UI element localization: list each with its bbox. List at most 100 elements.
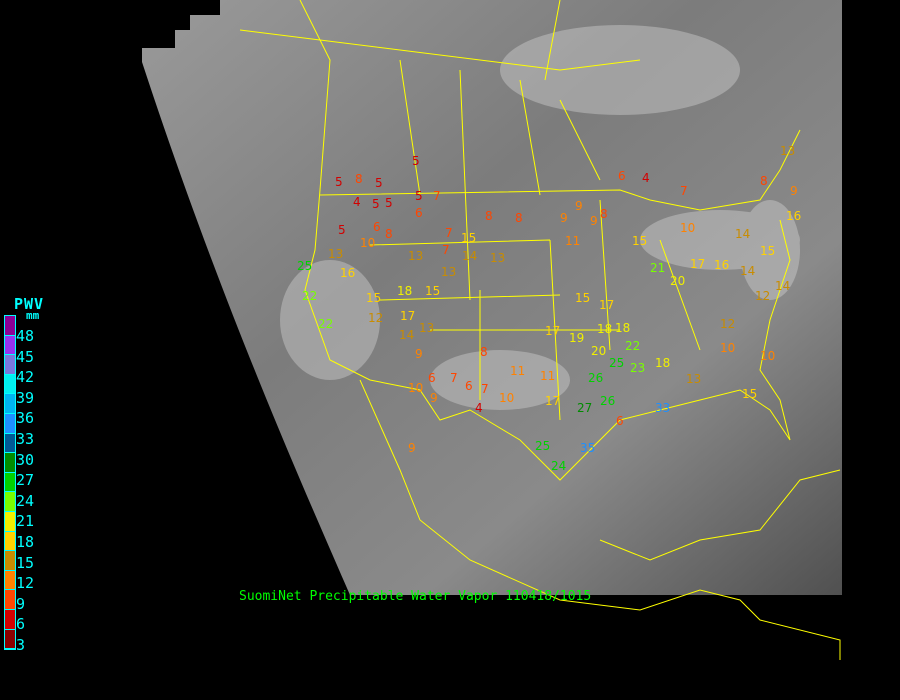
station-pwv-value: 22: [318, 317, 333, 331]
station-pwv-value: 13: [441, 265, 456, 279]
legend-color-bar: [4, 315, 16, 651]
station-pwv-value: 9: [590, 214, 598, 228]
station-pwv-value: 15: [425, 284, 440, 298]
legend-swatch: [5, 551, 15, 571]
station-pwv-value: 15: [366, 291, 381, 305]
station-pwv-value: 16: [786, 209, 801, 223]
station-pwv-value: 17: [545, 394, 560, 408]
legend-swatch: [5, 609, 15, 630]
station-pwv-value: 5: [372, 197, 380, 211]
station-pwv-value: 12: [755, 289, 770, 303]
station-pwv-value: 8: [480, 345, 488, 359]
station-pwv-value: 7: [445, 226, 453, 240]
station-pwv-value: 9: [415, 347, 423, 361]
station-pwv-value: 7: [433, 189, 441, 203]
legend-label: 48: [16, 327, 35, 345]
station-pwv-value: 25: [297, 259, 312, 273]
station-pwv-value: 35: [580, 441, 595, 455]
station-pwv-value: 14: [775, 279, 790, 293]
station-pwv-value: 9: [408, 441, 416, 455]
legend-swatch: [5, 511, 15, 532]
legend-swatch: [5, 413, 15, 434]
station-pwv-value: 17: [599, 298, 614, 312]
station-pwv-value: 13: [490, 251, 505, 265]
political-boundaries: [239, 0, 841, 660]
station-pwv-value: 5: [375, 176, 383, 190]
legend-swatch: [5, 590, 15, 610]
station-pwv-value: 27: [577, 401, 592, 415]
station-pwv-value: 15: [575, 291, 590, 305]
station-pwv-value: 10: [408, 381, 423, 395]
satellite-image: [142, 0, 842, 595]
legend-swatch: [5, 570, 15, 591]
station-pwv-value: 14: [399, 328, 414, 342]
station-pwv-value: 8: [760, 174, 768, 188]
station-pwv-value: 4: [642, 171, 650, 185]
station-pwv-value: 10: [499, 391, 514, 405]
station-pwv-value: 17: [545, 324, 560, 338]
station-pwv-value: 18: [397, 284, 412, 298]
legend-swatch: [5, 531, 15, 552]
station-pwv-value: 11: [540, 369, 555, 383]
station-pwv-value: 9: [430, 391, 438, 405]
station-pwv-value: 18: [597, 322, 612, 336]
legend-unit: mm: [26, 309, 40, 322]
station-pwv-value: 19: [569, 331, 584, 345]
station-pwv-value: 13: [686, 372, 701, 386]
station-pwv-value: 16: [340, 266, 355, 280]
station-pwv-value: 13: [419, 321, 434, 335]
legend-label: 9: [16, 594, 26, 613]
station-pwv-value: 4: [475, 401, 483, 415]
station-pwv-value: 15: [760, 244, 775, 258]
legend-label: 15: [16, 553, 35, 572]
station-pwv-value: 10: [360, 236, 375, 250]
station-pwv-value: 21: [650, 261, 665, 275]
station-pwv-value: 8: [385, 227, 393, 241]
station-pwv-value: 15: [632, 234, 647, 248]
map-caption: SuomiNet Precipitable Water Vapor 110418…: [239, 589, 592, 604]
station-pwv-value: 18: [615, 321, 630, 335]
station-pwv-value: 17: [690, 257, 705, 271]
legend-label: 36: [16, 409, 35, 428]
legend-swatch: [5, 335, 15, 356]
station-pwv-value: 4: [353, 195, 361, 209]
station-pwv-value: 22: [625, 339, 640, 353]
station-pwv-value: 10: [760, 349, 775, 363]
station-pwv-value: 9: [790, 184, 798, 198]
station-pwv-value: 22: [302, 289, 317, 303]
station-pwv-value: 6: [618, 169, 626, 183]
legend-swatch: [5, 472, 15, 493]
station-pwv-value: 13: [328, 247, 343, 261]
station-pwv-value: 14: [462, 249, 477, 263]
legend-swatch: [5, 374, 15, 395]
station-pwv-value: 12: [368, 311, 383, 325]
legend-swatch: [5, 453, 15, 473]
station-pwv-value: 8: [515, 211, 523, 225]
station-pwv-value: 6: [428, 371, 436, 385]
station-pwv-value: 26: [600, 394, 615, 408]
legend-label: 42: [16, 368, 35, 387]
station-pwv-value: 7: [442, 243, 450, 257]
legend-label: 6: [16, 615, 26, 634]
legend-swatch: [5, 492, 15, 512]
legend-label: 45: [16, 347, 35, 366]
station-pwv-value: 7: [481, 382, 489, 396]
legend-label: 12: [16, 574, 35, 593]
station-pwv-value: 5: [385, 196, 393, 210]
station-pwv-value: 23: [630, 361, 645, 375]
station-pwv-value: 11: [510, 364, 525, 378]
legend-swatch: [5, 629, 15, 650]
station-pwv-value: 9: [575, 199, 583, 213]
station-pwv-value: 14: [735, 227, 750, 241]
station-pwv-value: 8: [355, 172, 363, 186]
station-pwv-value: 17: [400, 309, 415, 323]
station-pwv-value: 24: [551, 459, 566, 473]
legend-label: 30: [16, 450, 35, 469]
station-pwv-value: 7: [450, 371, 458, 385]
station-pwv-value: 25: [609, 356, 624, 370]
station-pwv-value: 14: [740, 264, 755, 278]
station-pwv-value: 10: [720, 341, 735, 355]
